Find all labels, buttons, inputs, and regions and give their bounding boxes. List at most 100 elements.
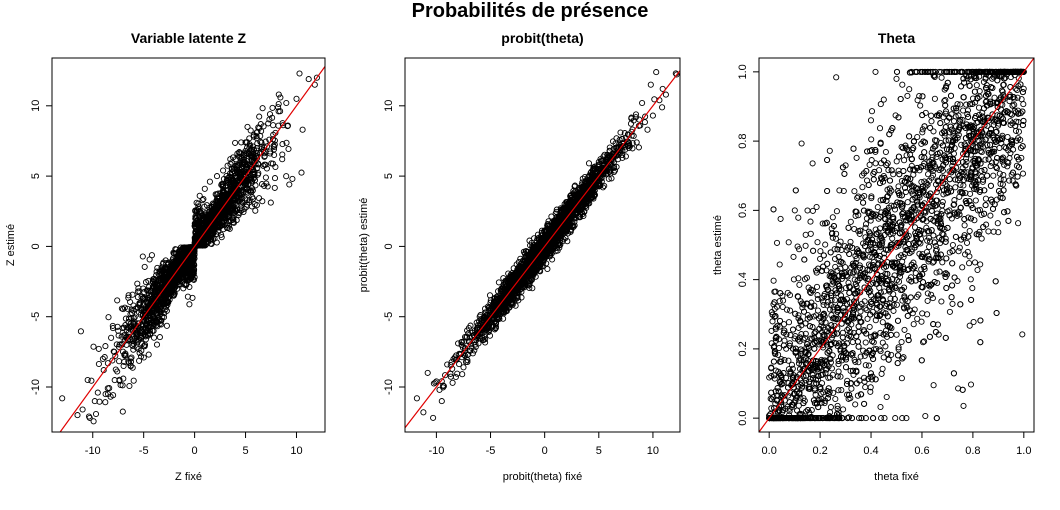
data-point [213,191,220,198]
data-point [257,121,264,128]
data-point [131,314,138,321]
data-point [139,253,146,260]
data-point [110,348,117,355]
data-point [129,291,136,298]
data-point [280,122,287,129]
data-point [629,145,636,152]
data-point [109,322,116,329]
data-point [236,149,243,156]
data-point [447,370,454,377]
data-point [275,108,282,115]
data-point [206,216,213,223]
data-point [102,399,109,406]
data-point [230,206,237,213]
data-point [614,156,622,163]
data-point [242,186,249,193]
data-point [262,174,269,181]
data-point [130,327,137,335]
data-point [534,231,542,238]
data-point [286,181,293,188]
data-point [86,414,93,421]
data-point [232,139,239,146]
data-point [163,307,170,314]
data-point [488,317,496,324]
data-point [154,318,161,326]
x-tick-label: 0 [192,445,198,457]
data-point [121,351,128,358]
data-point [79,406,86,413]
data-point [119,382,126,389]
data-point [155,308,163,315]
data-point [91,398,98,405]
data-point [267,150,274,157]
data-point [269,104,276,111]
data-point [239,195,246,202]
data-point [275,100,282,108]
data-point [440,384,447,391]
data-point [199,197,206,204]
data-point [130,302,137,309]
data-point [228,174,235,181]
data-point [118,333,125,340]
data-point [223,224,231,232]
data-point [271,143,278,151]
data-point [264,183,271,190]
data-point [190,257,197,264]
data-point [219,182,226,189]
panel-title: probit(theta) [501,30,583,46]
data-point [187,262,194,269]
data-point [124,305,131,312]
data-point [230,216,237,223]
data-point [270,122,277,129]
data-point [162,257,169,264]
data-point [513,261,520,268]
data-point [99,355,106,362]
scatter-points [59,70,320,425]
data-point [90,418,97,425]
data-point [231,195,238,202]
data-point [275,104,282,111]
data-point [141,330,148,337]
data-point [564,238,571,245]
data-point [129,364,136,371]
data-point [160,285,167,292]
data-point [237,170,244,177]
data-point [216,218,223,225]
data-point [204,225,211,232]
data-point [272,163,279,171]
data-point [283,99,290,107]
data-point [220,167,227,174]
x-tick-label: 5 [242,445,248,457]
data-point [515,268,522,275]
x-tick-label: -5 [139,445,149,457]
data-point [213,239,220,246]
data-point [242,139,249,146]
data-point [568,194,575,202]
data-point [241,205,248,212]
data-point [184,293,191,300]
data-point [200,213,207,220]
data-point [163,322,170,329]
data-point [268,160,275,167]
data-point [555,240,562,247]
data-point [565,213,572,220]
data-point [88,377,95,384]
data-point [138,330,145,337]
data-point [199,212,207,219]
y-tick-label: 10 [30,100,42,112]
data-point [267,148,274,155]
data-point [244,123,251,130]
data-point [230,219,237,226]
data-point [275,91,282,98]
data-point [163,303,170,310]
data-point [220,208,227,215]
data-point [516,281,523,288]
data-point [77,328,84,335]
data-point [215,201,222,208]
data-point [119,348,127,355]
data-point [604,170,611,177]
data-point [262,161,269,168]
data-point [109,357,116,364]
x-tick-label: -10 [85,445,101,457]
